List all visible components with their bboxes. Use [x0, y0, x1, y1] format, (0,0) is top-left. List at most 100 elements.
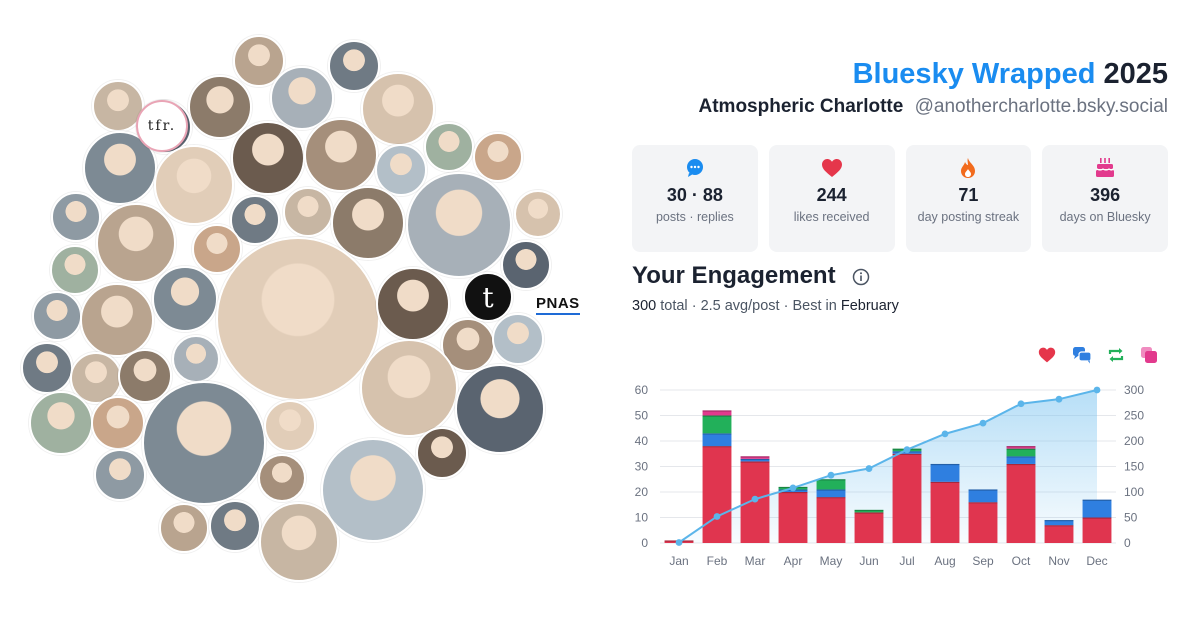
cumulative-point: [903, 446, 911, 454]
avatar[interactable]: [259, 502, 339, 582]
bar-edge: [1006, 456, 1036, 458]
avatar[interactable]: [159, 503, 209, 553]
info-icon[interactable]: [852, 268, 870, 286]
pnas-logo[interactable]: PNAS: [536, 295, 580, 315]
avatar[interactable]: [152, 266, 218, 332]
year-label: 2025: [1103, 58, 1168, 90]
bar-segment: [816, 479, 846, 490]
cumulative-point: [865, 465, 873, 472]
stat-value: 396: [1090, 185, 1121, 205]
avatar[interactable]: [231, 121, 305, 195]
engagement-total: 300: [632, 298, 657, 314]
bar-edge: [892, 453, 922, 455]
avatar[interactable]: [283, 187, 333, 237]
avatar[interactable]: [80, 283, 154, 357]
x-tick-label: Jan: [669, 554, 688, 568]
bar-segment: [1006, 463, 1036, 543]
avatar[interactable]: [258, 454, 306, 502]
avatar[interactable]: [216, 237, 380, 401]
y-left-tick-label: 40: [635, 434, 649, 448]
avatar[interactable]: [270, 66, 334, 130]
avatar[interactable]: [192, 224, 242, 274]
x-tick-label: Feb: [707, 554, 728, 568]
y-right-tick-label: 50: [1124, 511, 1138, 525]
avatar[interactable]: [416, 427, 468, 479]
avatar[interactable]: [118, 349, 172, 403]
stat-value: 244: [816, 185, 847, 205]
bar-segment: [968, 502, 998, 543]
avatar[interactable]: [424, 122, 474, 172]
bar-segment: [778, 492, 808, 543]
x-tick-label: Oct: [1012, 554, 1031, 568]
chart-legend: [1038, 346, 1160, 366]
avatar[interactable]: [188, 75, 252, 139]
stat-card-likes: 244 likes received: [768, 145, 895, 252]
bar-edge: [854, 512, 884, 514]
avatar[interactable]: [514, 190, 562, 238]
y-left-tick-label: 10: [635, 511, 649, 525]
cumulative-point: [713, 513, 721, 520]
bar-segment: [816, 497, 846, 543]
cake-icon: [1042, 157, 1168, 179]
bar-edge: [740, 461, 770, 463]
heart-icon: [769, 157, 895, 179]
avatar[interactable]: [172, 335, 220, 383]
engagement-best-month: February: [840, 298, 899, 314]
y-left-tick-label: 50: [635, 409, 649, 423]
avatar[interactable]: [50, 245, 100, 295]
t-logo[interactable]: t: [463, 272, 513, 322]
avatar[interactable]: [51, 192, 101, 242]
page-title: Bluesky Wrapped 2025: [853, 58, 1168, 91]
cumulative-point: [827, 471, 835, 479]
bar-segment: [702, 446, 732, 543]
avatar[interactable]: [29, 391, 93, 455]
bar-edge: [740, 456, 770, 458]
avatar[interactable]: [96, 203, 176, 283]
avatar[interactable]: [376, 267, 450, 341]
avatar[interactable]: [406, 172, 512, 278]
cumulative-point: [979, 419, 987, 427]
comment-icon[interactable]: [1072, 346, 1092, 366]
engagement-avg: 2.5 avg/post: [700, 298, 780, 314]
bar-segment: [1082, 499, 1112, 518]
avatar[interactable]: [209, 500, 261, 552]
bar-edge: [930, 463, 960, 466]
avatar[interactable]: [32, 291, 82, 341]
bar-segment: [1006, 456, 1036, 464]
avatar[interactable]: [94, 449, 146, 501]
bar-segment: [1006, 448, 1036, 457]
engagement-summary: 300 total · 2.5 avg/post · Best in Febru…: [632, 298, 899, 314]
avatar[interactable]: [455, 364, 545, 454]
bar-edge: [816, 489, 846, 491]
stat-label: likes received: [793, 210, 870, 224]
avatar[interactable]: [142, 381, 266, 505]
avatar[interactable]: [264, 400, 316, 452]
avatar[interactable]: [492, 313, 544, 365]
repost-icon[interactable]: [1106, 346, 1126, 366]
avatar[interactable]: [304, 118, 378, 192]
avatar[interactable]: [360, 339, 458, 437]
x-tick-label: Sep: [972, 554, 994, 568]
y-left-tick-label: 0: [641, 536, 648, 550]
heart-icon[interactable]: [1038, 346, 1058, 366]
user-handle[interactable]: @anothercharlotte.bsky.social: [914, 96, 1168, 117]
bar-edge: [702, 446, 732, 448]
bar-edge: [968, 489, 998, 491]
quote-icon[interactable]: [1140, 346, 1160, 366]
avatar[interactable]: [321, 438, 425, 542]
avatar[interactable]: [331, 186, 405, 260]
avatar[interactable]: [473, 132, 523, 182]
avatar[interactable]: [501, 240, 551, 290]
bar-edge: [1006, 448, 1036, 450]
avatar[interactable]: [375, 144, 427, 196]
bar-edge: [968, 502, 998, 504]
avatar[interactable]: [91, 396, 145, 450]
avatar[interactable]: [21, 342, 73, 394]
avatar[interactable]: [328, 40, 380, 92]
tfr-logo[interactable]: tfr.: [136, 100, 188, 152]
bar-segment: [740, 458, 770, 462]
avatar[interactable]: [154, 145, 234, 225]
engagement-total-word: total: [660, 298, 688, 314]
avatar[interactable]: [233, 35, 285, 87]
bar-edge: [702, 433, 732, 435]
